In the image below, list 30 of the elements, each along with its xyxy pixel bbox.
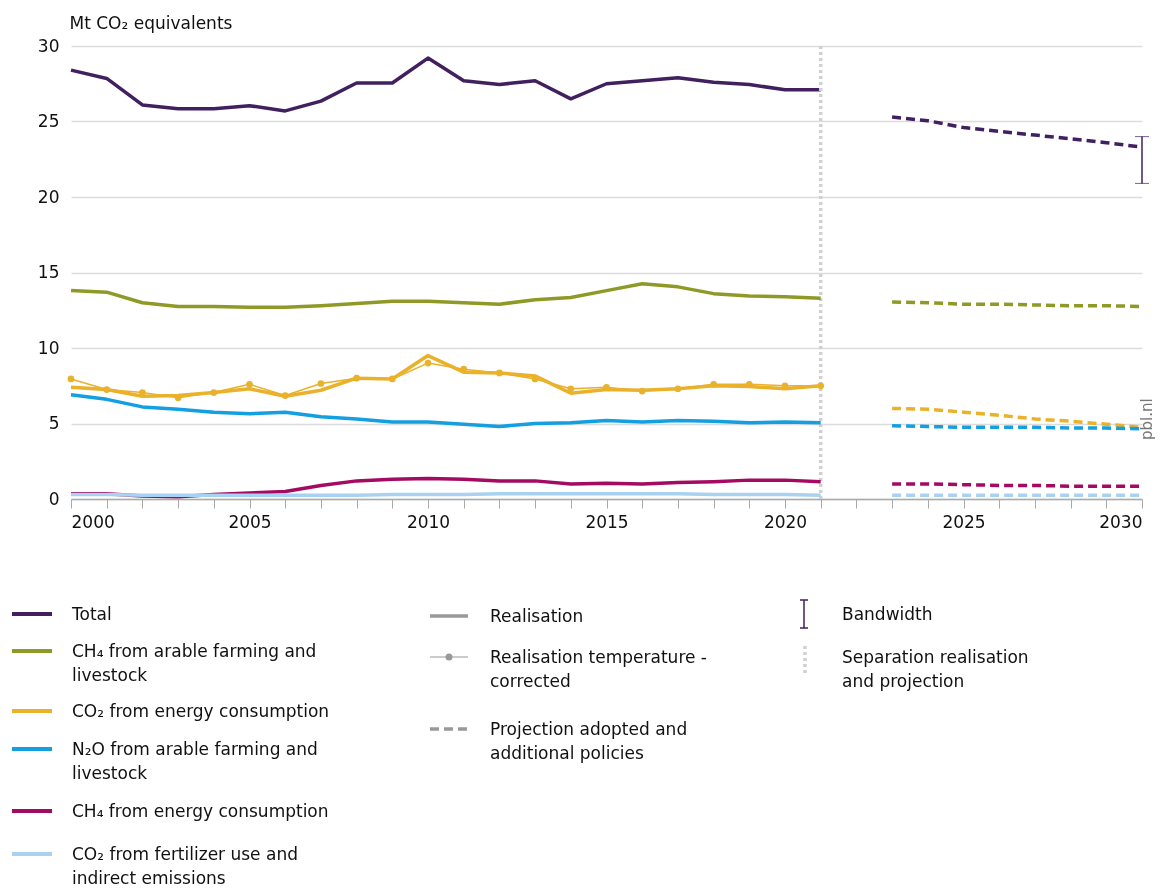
y-tick-label: 5 bbox=[48, 413, 60, 433]
line-series bbox=[69, 56, 823, 113]
x-tick-label: 2025 bbox=[942, 511, 986, 532]
x-tick-label: 2030 bbox=[1099, 511, 1143, 532]
text: Realisation bbox=[490, 605, 585, 628]
legend-label: Total bbox=[72, 603, 113, 626]
line-series bbox=[69, 393, 823, 429]
y-tick-label: 20 bbox=[37, 186, 60, 207]
legend-label: N₂O from arable farming and livestock bbox=[72, 738, 319, 785]
y-tick-label: 10 bbox=[37, 337, 60, 358]
legend-label: CH₄ from arable farming and livestock bbox=[72, 640, 318, 687]
y-tick-label: 25 bbox=[37, 111, 60, 131]
legend-label: CH₄ from energy consumption bbox=[72, 800, 330, 823]
y-axis-title: Mt CO₂ equivalents bbox=[69, 12, 233, 33]
x-tick-label: 2010 bbox=[406, 511, 451, 532]
line-series bbox=[69, 282, 823, 309]
x-tick-label: 2020 bbox=[763, 511, 808, 532]
text: Projection adopted and additional policies bbox=[490, 718, 689, 765]
x-tick-label: 2015 bbox=[585, 511, 629, 532]
text: Bandwidth bbox=[842, 603, 934, 626]
annotation: pbl.nl bbox=[1138, 398, 1156, 440]
text: Realisation temperature - corrected bbox=[490, 646, 708, 693]
x-tick-label: 2005 bbox=[228, 511, 272, 532]
x-tick-label: 2000 bbox=[71, 511, 115, 532]
y-tick-label: 0 bbox=[48, 488, 60, 509]
legend-label: CO₂ from energy consumption bbox=[72, 700, 331, 723]
y-tick-label: 15 bbox=[37, 262, 60, 282]
legend-label: CO₂ from fertilizer use and indirect emissions bbox=[72, 843, 299, 890]
y-tick-label: 30 bbox=[37, 35, 60, 56]
legend-label: Separation realisation and projection bbox=[842, 646, 1030, 693]
